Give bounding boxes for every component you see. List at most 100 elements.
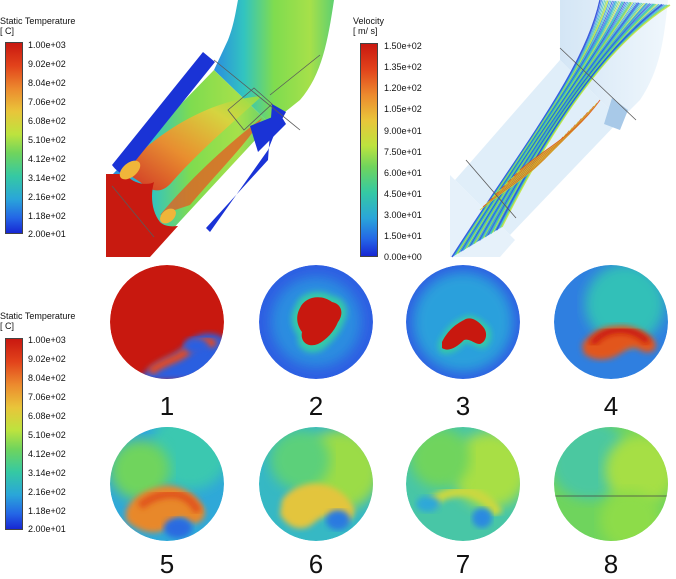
streamline bbox=[493, 3, 660, 232]
section-label-1: 1 bbox=[159, 391, 175, 421]
section-label-5: 5 bbox=[159, 549, 175, 579]
cross-section-5 bbox=[110, 427, 224, 541]
pipe-outline-inlet bbox=[450, 175, 515, 257]
blue-wall-right bbox=[206, 104, 286, 232]
legend-tick: 6.08e+02 bbox=[28, 411, 66, 421]
legend-tick: 1.00e+03 bbox=[28, 335, 66, 345]
temperature-legend-bottom: Static Temperature [ C] 1.00e+03 9.02e+0… bbox=[0, 311, 80, 541]
legend-tick: 1.50e+02 bbox=[384, 41, 422, 51]
cross-section-8 bbox=[554, 427, 668, 541]
pipe-outline bbox=[560, 0, 668, 120]
legend-tick: 3.00e+01 bbox=[384, 210, 422, 220]
streamline bbox=[478, 2, 638, 242]
streamline bbox=[497, 4, 665, 230]
legend-tick: 4.50e+01 bbox=[384, 189, 422, 199]
legend-colorbar bbox=[5, 42, 23, 234]
streamline bbox=[456, 0, 607, 255]
streamline bbox=[498, 4, 666, 230]
streamline-fast bbox=[488, 130, 570, 202]
legend-tick: 1.50e+01 bbox=[384, 231, 422, 241]
legend-tick: 9.02e+02 bbox=[28, 59, 66, 69]
streamline bbox=[469, 1, 626, 247]
streamline-fast bbox=[510, 108, 592, 180]
legend-tick: 0.00e+00 bbox=[384, 252, 422, 262]
streamline bbox=[495, 3, 663, 231]
legend-unit: [ m/ s] bbox=[353, 26, 378, 36]
cross-section-1 bbox=[110, 265, 224, 379]
pipe-bend bbox=[214, 0, 334, 124]
legend-tick: 9.02e+02 bbox=[28, 354, 66, 364]
legend-tick: 3.14e+02 bbox=[28, 173, 66, 183]
streamline bbox=[454, 0, 606, 256]
cross-section-4 bbox=[554, 265, 668, 379]
legend-title: Static Temperature bbox=[0, 311, 76, 321]
cross-section-2 bbox=[259, 265, 373, 379]
streamline bbox=[453, 0, 604, 256]
legend-tick: 2.16e+02 bbox=[28, 487, 66, 497]
streamline bbox=[459, 0, 612, 253]
cross-section-7 bbox=[406, 427, 520, 541]
cross-section-3 bbox=[406, 265, 520, 379]
section-label-6: 6 bbox=[308, 549, 324, 579]
streamline bbox=[452, 0, 602, 257]
streamline-fast bbox=[513, 105, 595, 177]
streamline bbox=[490, 3, 655, 234]
legend-title: Velocity bbox=[353, 16, 385, 26]
streamline-fast bbox=[507, 112, 589, 183]
legend-tick: 8.04e+02 bbox=[28, 78, 66, 88]
legend-tick: 2.16e+02 bbox=[28, 192, 66, 202]
legend-tick: 7.06e+02 bbox=[28, 392, 66, 402]
streamline-fast bbox=[491, 127, 573, 199]
streamline bbox=[483, 2, 646, 238]
streamline-fast bbox=[479, 139, 561, 211]
inlet-hot-region bbox=[106, 174, 178, 257]
streamline bbox=[451, 0, 601, 258]
legend-tick: 4.12e+02 bbox=[28, 154, 66, 164]
streamlines bbox=[451, 0, 671, 258]
streamline bbox=[460, 0, 613, 252]
legend-tick: 9.00e+01 bbox=[384, 126, 422, 136]
flange-outline bbox=[604, 98, 628, 130]
streamline bbox=[462, 0, 617, 251]
streamline bbox=[468, 1, 624, 248]
cross-section-6 bbox=[259, 427, 373, 541]
streamline bbox=[458, 0, 610, 254]
legend-colorbar bbox=[360, 43, 378, 257]
blue-flange bbox=[250, 114, 286, 152]
legend-tick: 8.04e+02 bbox=[28, 373, 66, 383]
legend-tick: 1.18e+02 bbox=[28, 506, 66, 516]
streamline bbox=[501, 4, 671, 228]
legend-tick: 1.18e+02 bbox=[28, 211, 66, 221]
streamline bbox=[500, 4, 669, 228]
legend-tick: 1.05e+02 bbox=[384, 104, 422, 114]
streamline bbox=[467, 1, 623, 248]
streamline bbox=[463, 1, 618, 250]
legend-tick: 1.00e+03 bbox=[28, 40, 66, 50]
streamline-fast bbox=[498, 121, 579, 192]
section-label-8: 8 bbox=[603, 549, 619, 579]
streamline bbox=[484, 2, 648, 238]
streamline bbox=[464, 1, 620, 250]
streamline bbox=[466, 1, 621, 249]
streamline bbox=[477, 2, 637, 242]
streamline bbox=[480, 2, 641, 240]
streamline bbox=[489, 3, 654, 235]
streamline bbox=[472, 1, 630, 245]
streamline bbox=[491, 3, 657, 234]
section-label-4: 4 bbox=[603, 391, 619, 421]
hot-spot-upper bbox=[119, 160, 141, 180]
legend-tick: 4.12e+02 bbox=[28, 449, 66, 459]
blue-wall-left bbox=[112, 52, 215, 175]
legend-tick: 2.00e+01 bbox=[28, 229, 66, 239]
legend-tick: 1.20e+02 bbox=[384, 83, 422, 93]
legend-tick: 5.10e+02 bbox=[28, 430, 66, 440]
streamline bbox=[461, 0, 615, 252]
legend-title: Static Temperature bbox=[0, 16, 76, 26]
pipe-body bbox=[112, 70, 270, 232]
section-label-2: 2 bbox=[308, 391, 324, 421]
streamline bbox=[487, 3, 651, 236]
legend-tick: 5.10e+02 bbox=[28, 135, 66, 145]
streamline-fast bbox=[485, 133, 567, 205]
section-label-7: 7 bbox=[455, 549, 471, 579]
